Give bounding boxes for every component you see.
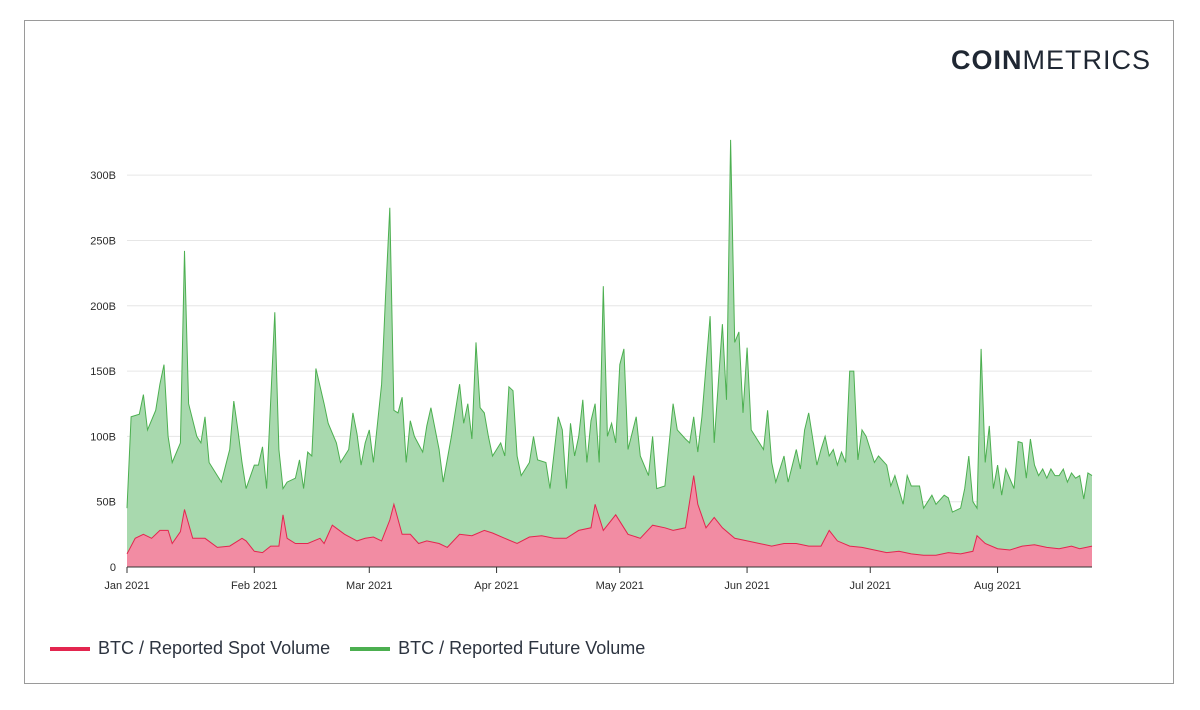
y-tick-label: 250B xyxy=(90,235,116,247)
x-tick-label: Jan 2021 xyxy=(104,580,149,592)
x-tick-label: Mar 2021 xyxy=(346,580,392,592)
y-tick-label: 200B xyxy=(90,301,116,313)
x-axis-ticks: Jan 2021 Feb 2021 Mar 2021 Apr 2021 May 2021… xyxy=(104,567,1021,592)
x-tick-label: Jul 2021 xyxy=(849,580,891,592)
future-volume-line xyxy=(126,139,1093,513)
x-tick-label: Jun 2021 xyxy=(724,580,769,592)
logo-bold-text: COIN xyxy=(951,45,1023,75)
spot-volume-area xyxy=(127,475,1092,567)
coinmetrics-logo: COINMETRICS xyxy=(951,45,1151,76)
x-tick-label: Apr 2021 xyxy=(474,580,519,592)
legend-label-future: BTC / Reported Future Volume xyxy=(398,638,646,658)
x-tick-label: Aug 2021 xyxy=(974,580,1021,592)
y-tick-label: 0 xyxy=(110,562,116,574)
legend-item-spot[interactable]: BTC / Reported Spot Volume xyxy=(50,638,330,659)
x-tick-label: Feb 2021 xyxy=(231,580,277,592)
legend-item-future[interactable]: BTC / Reported Future Volume xyxy=(350,638,645,659)
y-tick-label: 150B xyxy=(90,366,116,378)
spot-volume-line xyxy=(126,475,1093,556)
series-layer xyxy=(126,139,1093,567)
y-tick-label: 300B xyxy=(90,170,116,182)
y-tick-label: 50B xyxy=(96,497,116,509)
legend-label-spot: BTC / Reported Spot Volume xyxy=(98,638,331,658)
x-tick-label: May 2021 xyxy=(596,580,644,592)
y-tick-label: 100B xyxy=(90,431,116,443)
future-volume-area xyxy=(127,139,1092,567)
chart-frame xyxy=(24,20,1174,684)
legend: BTC / Reported Spot Volume BTC / Reporte… xyxy=(50,638,665,659)
legend-swatch-future xyxy=(350,646,391,651)
legend-swatch-spot xyxy=(50,646,90,651)
y-axis-ticks: 0 50B 100B 150B 200B 250B 300B xyxy=(90,170,116,574)
logo-light-text: METRICS xyxy=(1022,45,1151,75)
